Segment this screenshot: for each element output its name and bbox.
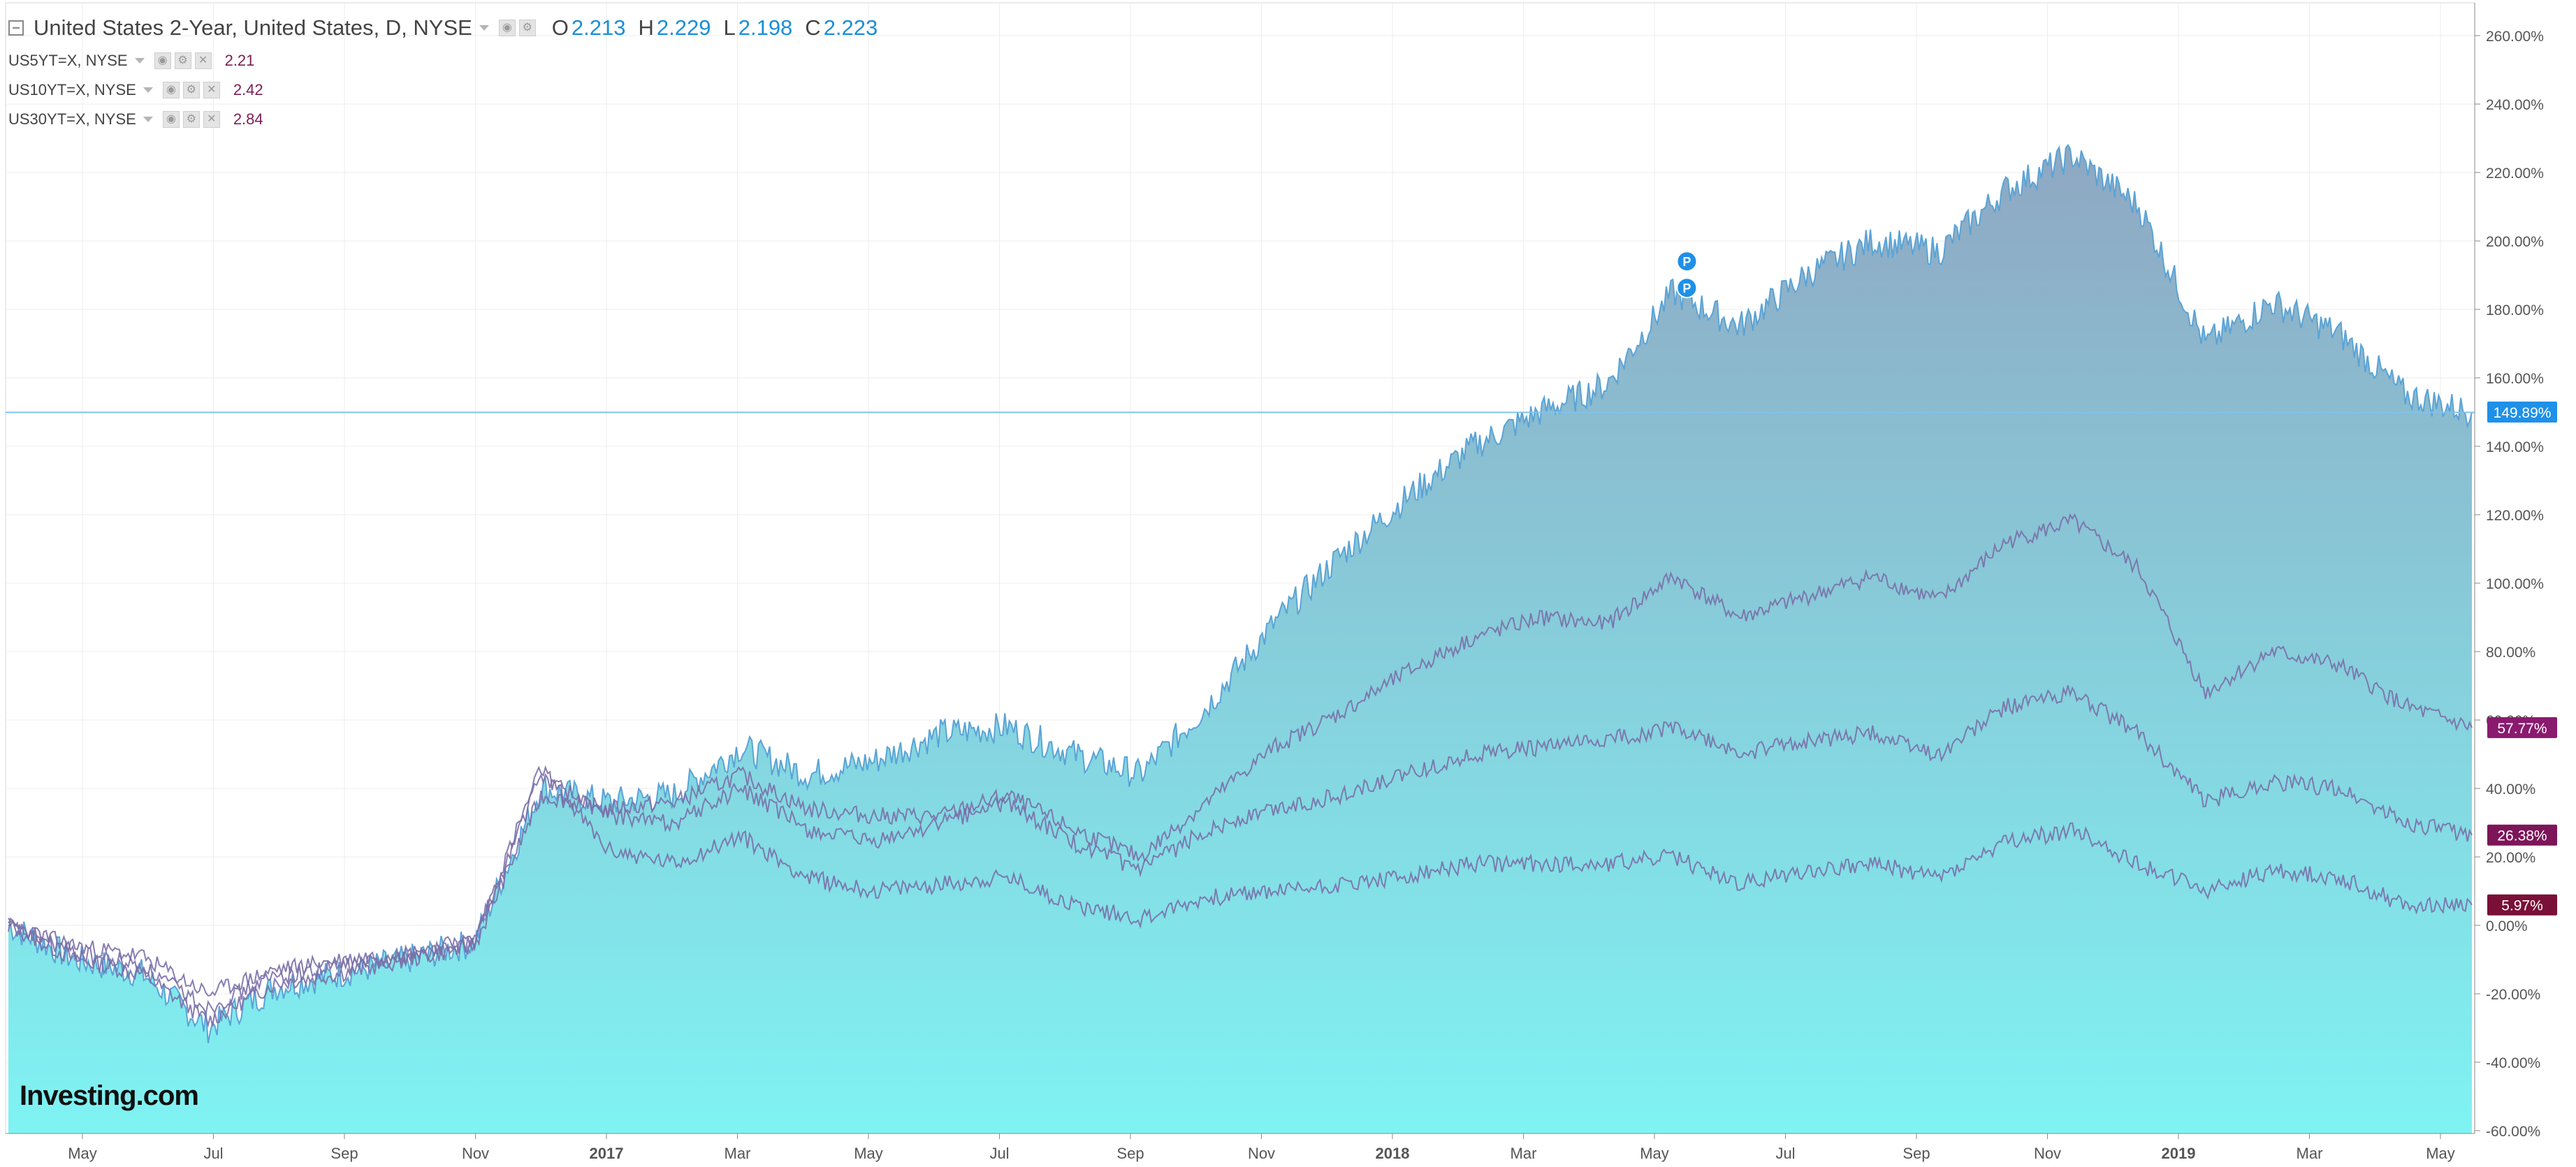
- ohlc-high-key: H: [638, 15, 654, 40]
- legend-label: US10YT=X, NYSE: [8, 81, 136, 98]
- legend-value: 2.84: [233, 110, 263, 128]
- legend-value: 2.42: [233, 81, 263, 98]
- x-tick-label: Sep: [1116, 1145, 1144, 1162]
- y-tick-label: 100.00%: [2486, 576, 2544, 592]
- collapse-legend-icon[interactable]: [8, 20, 24, 36]
- badge-us30y-bg: [2487, 894, 2557, 916]
- ohlc-close-value: 2.223: [823, 15, 878, 40]
- chart-legend: United States 2-Year, United States, D, …: [0, 0, 978, 140]
- event-marker-circle: [1676, 277, 1698, 299]
- x-tick-label: 2018: [1376, 1145, 1410, 1162]
- ohlc-low-value: 2.198: [738, 15, 793, 40]
- badge-us5y-bg: [2487, 717, 2557, 738]
- gear-icon[interactable]: ⚙: [174, 52, 191, 69]
- main-series-area: [8, 145, 2472, 1134]
- eye-icon[interactable]: ◉: [162, 111, 180, 128]
- x-tick-label: May: [2426, 1145, 2455, 1162]
- x-tick-label: Sep: [1902, 1145, 1930, 1162]
- x-tick-label: 2017: [590, 1145, 624, 1162]
- eye-icon[interactable]: ◉: [162, 82, 180, 98]
- y-tick-label: 0.00%: [2486, 918, 2528, 934]
- ohlc-open-value: 2.213: [571, 15, 626, 40]
- close-icon[interactable]: ✕: [203, 111, 220, 128]
- x-tick-label: Nov: [2034, 1145, 2061, 1162]
- x-tick-label: Mar: [2297, 1145, 2323, 1162]
- series-title: United States 2-Year, United States, D, …: [34, 15, 472, 40]
- gear-icon[interactable]: ⚙: [518, 20, 536, 36]
- chevron-down-icon[interactable]: [143, 117, 153, 122]
- x-tick-label: Mar: [725, 1145, 751, 1162]
- y-tick-label: 20.00%: [2486, 850, 2535, 866]
- y-tick-label: 200.00%: [2486, 234, 2544, 250]
- badge-us10y-bg: [2487, 824, 2557, 846]
- close-icon[interactable]: ✕: [194, 52, 212, 69]
- chevron-down-icon[interactable]: [134, 58, 145, 64]
- ohlc-low-key: L: [723, 15, 736, 40]
- badge-main-bg: [2487, 402, 2557, 423]
- legend-value: 2.21: [224, 52, 255, 69]
- investing-logo: Investing.com: [20, 1080, 199, 1112]
- x-tick-label: May: [68, 1145, 97, 1162]
- ohlc-close-key: C: [805, 15, 821, 40]
- y-tick-label: -40.00%: [2486, 1055, 2540, 1071]
- badge-us30y-label: 5.97%: [2501, 898, 2543, 914]
- x-tick-label: 2019: [2162, 1145, 2196, 1162]
- x-tick-label: Jul: [203, 1145, 223, 1162]
- y-tick-label: -60.00%: [2486, 1124, 2540, 1140]
- y-tick-label: 160.00%: [2486, 371, 2544, 387]
- legend-label: US5YT=X, NYSE: [8, 52, 128, 69]
- x-tick-label: May: [1640, 1145, 1669, 1162]
- eye-icon[interactable]: ◉: [154, 52, 171, 69]
- ohlc-open-key: O: [551, 15, 569, 40]
- watermark-text: Investing.com: [20, 1080, 199, 1111]
- chevron-down-icon[interactable]: [143, 87, 153, 93]
- series-line-us10y: [8, 685, 2473, 1016]
- gear-icon[interactable]: ⚙: [182, 82, 200, 98]
- y-tick-label: 80.00%: [2486, 645, 2535, 661]
- gear-icon[interactable]: ⚙: [182, 111, 200, 128]
- y-tick-label: 220.00%: [2486, 166, 2544, 182]
- main-series-legend: United States 2-Year, United States, D, …: [8, 15, 878, 41]
- x-tick-label: Jul: [989, 1145, 1009, 1162]
- y-tick-label: 120.00%: [2486, 508, 2544, 524]
- y-tick-label: 40.00%: [2486, 781, 2535, 798]
- x-tick-label: Mar: [1511, 1145, 1537, 1162]
- event-marker-circle: [1676, 251, 1698, 272]
- y-tick-label: 240.00%: [2486, 97, 2544, 113]
- x-tick-label: Nov: [1248, 1145, 1275, 1162]
- x-tick-label: Nov: [462, 1145, 489, 1162]
- y-tick-label: 140.00%: [2486, 439, 2544, 455]
- event-marker-label: P: [1682, 281, 1691, 295]
- series-line-us30y: [8, 765, 2473, 997]
- y-tick-label: 180.00%: [2486, 302, 2544, 318]
- x-tick-label: Sep: [330, 1145, 358, 1162]
- event-marker-label: P: [1682, 255, 1691, 269]
- legend-row-us5y: US5YT=X, NYSE ◉ ⚙ ✕ 2.21: [8, 52, 254, 70]
- x-tick-label: May: [854, 1145, 883, 1162]
- series-line-us5y: [8, 513, 2473, 1028]
- legend-row-us30y: US30YT=X, NYSE ◉ ⚙ ✕ 2.84: [8, 110, 263, 129]
- eye-icon[interactable]: ◉: [498, 20, 516, 36]
- x-tick-label: Jul: [1775, 1145, 1795, 1162]
- legend-label: US30YT=X, NYSE: [8, 110, 136, 128]
- close-icon[interactable]: ✕: [203, 82, 220, 98]
- legend-row-us10y: US10YT=X, NYSE ◉ ⚙ ✕ 2.42: [8, 81, 263, 99]
- ohlc-high-value: 2.229: [656, 15, 711, 40]
- chevron-down-icon[interactable]: [479, 25, 489, 31]
- y-tick-label: 260.00%: [2486, 29, 2544, 45]
- y-tick-label: -20.00%: [2486, 987, 2540, 1003]
- badge-us10y-label: 26.38%: [2497, 828, 2547, 844]
- badge-main-label: 149.89%: [2494, 405, 2552, 421]
- badge-us5y-label: 57.77%: [2497, 721, 2547, 737]
